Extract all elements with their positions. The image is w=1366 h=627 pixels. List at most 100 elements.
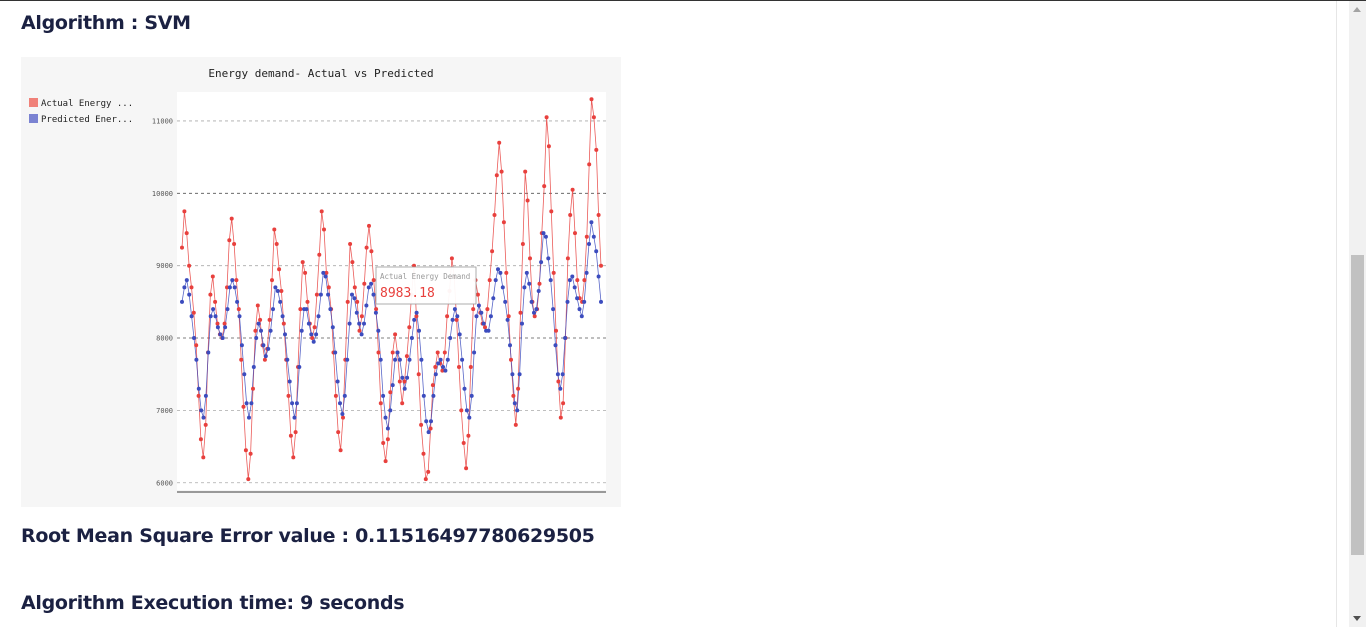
actual-point[interactable] xyxy=(310,336,315,340)
predicted-point[interactable] xyxy=(551,307,556,312)
actual-point[interactable] xyxy=(454,317,459,322)
predicted-point[interactable] xyxy=(546,256,551,261)
actual-point[interactable] xyxy=(584,234,589,239)
predicted-point[interactable] xyxy=(469,393,474,398)
actual-point[interactable] xyxy=(513,422,518,427)
actual-point[interactable] xyxy=(298,307,303,312)
predicted-point[interactable] xyxy=(304,307,309,312)
predicted-point[interactable] xyxy=(486,328,491,333)
actual-point[interactable] xyxy=(364,245,369,250)
actual-point[interactable] xyxy=(494,173,499,178)
predicted-point[interactable] xyxy=(208,314,213,319)
actual-point[interactable] xyxy=(225,285,229,290)
predicted-point[interactable] xyxy=(254,336,259,340)
actual-point[interactable] xyxy=(573,231,577,236)
actual-point[interactable] xyxy=(227,238,232,243)
predicted-point[interactable] xyxy=(464,408,469,413)
actual-point[interactable] xyxy=(414,314,419,319)
predicted-point[interactable] xyxy=(445,357,450,362)
predicted-point[interactable] xyxy=(570,274,575,279)
predicted-point[interactable] xyxy=(419,357,424,362)
predicted-point[interactable] xyxy=(280,314,285,319)
actual-point[interactable] xyxy=(589,97,594,102)
actual-point[interactable] xyxy=(279,289,284,293)
actual-point[interactable] xyxy=(471,307,476,312)
actual-point[interactable] xyxy=(537,281,542,286)
actual-point[interactable] xyxy=(404,354,409,359)
actual-point[interactable] xyxy=(314,292,319,297)
actual-point[interactable] xyxy=(511,393,516,398)
actual-point[interactable] xyxy=(367,223,371,228)
actual-point[interactable] xyxy=(525,198,530,203)
actual-point[interactable] xyxy=(194,343,199,348)
predicted-point[interactable] xyxy=(192,336,196,340)
actual-point[interactable] xyxy=(246,477,251,482)
predicted-point[interactable] xyxy=(491,296,496,301)
predicted-point[interactable] xyxy=(510,372,515,377)
predicted-point[interactable] xyxy=(539,260,544,265)
scrollbar-thumb[interactable] xyxy=(1351,255,1364,555)
predicted-point[interactable] xyxy=(594,249,599,254)
actual-point[interactable] xyxy=(262,357,267,362)
actual-point[interactable] xyxy=(317,252,322,257)
actual-point[interactable] xyxy=(499,169,504,174)
actual-point[interactable] xyxy=(326,285,331,290)
predicted-point[interactable] xyxy=(417,328,421,333)
actual-point[interactable] xyxy=(549,209,554,214)
predicted-point[interactable] xyxy=(500,285,505,290)
actual-point[interactable] xyxy=(430,383,435,388)
predicted-point[interactable] xyxy=(524,270,529,275)
predicted-point[interactable] xyxy=(541,231,546,236)
predicted-point[interactable] xyxy=(584,270,589,275)
predicted-point[interactable] xyxy=(441,365,445,369)
actual-point[interactable] xyxy=(270,278,274,283)
predicted-point[interactable] xyxy=(553,343,558,348)
actual-point[interactable] xyxy=(180,245,184,250)
predicted-point[interactable] xyxy=(321,270,326,275)
predicted-point[interactable] xyxy=(534,307,539,312)
actual-point[interactable] xyxy=(485,307,490,312)
predicted-point[interactable] xyxy=(263,354,268,359)
actual-point[interactable] xyxy=(322,227,326,232)
predicted-point[interactable] xyxy=(505,317,510,322)
predicted-point[interactable] xyxy=(522,285,527,290)
actual-point[interactable] xyxy=(222,321,227,326)
predicted-point[interactable] xyxy=(242,372,247,377)
predicted-point[interactable] xyxy=(330,325,335,330)
predicted-point[interactable] xyxy=(273,285,278,290)
scroll-up-arrow-icon[interactable] xyxy=(1353,7,1361,12)
actual-point[interactable] xyxy=(253,328,258,333)
predicted-point[interactable] xyxy=(311,339,316,344)
predicted-point[interactable] xyxy=(285,357,290,362)
actual-point[interactable] xyxy=(213,299,218,304)
predicted-point[interactable] xyxy=(587,242,591,246)
predicted-point[interactable] xyxy=(347,321,352,326)
actual-point[interactable] xyxy=(442,350,447,355)
actual-point[interactable] xyxy=(504,270,509,275)
predicted-point[interactable] xyxy=(488,314,493,319)
actual-point[interactable] xyxy=(575,278,580,283)
predicted-point[interactable] xyxy=(251,365,256,369)
actual-point[interactable] xyxy=(291,455,296,460)
predicted-point[interactable] xyxy=(405,375,410,380)
predicted-point[interactable] xyxy=(563,336,568,340)
predicted-point[interactable] xyxy=(572,285,577,290)
predicted-point[interactable] xyxy=(452,307,457,312)
actual-point[interactable] xyxy=(286,393,291,398)
predicted-point[interactable] xyxy=(414,310,419,315)
actual-point[interactable] xyxy=(594,147,599,152)
predicted-point[interactable] xyxy=(412,317,417,322)
actual-point[interactable] xyxy=(369,249,374,254)
predicted-point[interactable] xyxy=(230,278,235,283)
predicted-point[interactable] xyxy=(323,274,328,279)
predicted-point[interactable] xyxy=(218,332,223,337)
predicted-point[interactable] xyxy=(493,278,498,283)
predicted-point[interactable] xyxy=(371,292,376,297)
actual-point[interactable] xyxy=(591,115,596,120)
predicted-point[interactable] xyxy=(450,317,455,322)
actual-point[interactable] xyxy=(428,426,433,431)
predicted-point[interactable] xyxy=(237,314,242,319)
predicted-point[interactable] xyxy=(429,419,433,424)
actual-point[interactable] xyxy=(324,270,329,275)
actual-point[interactable] xyxy=(191,310,196,315)
